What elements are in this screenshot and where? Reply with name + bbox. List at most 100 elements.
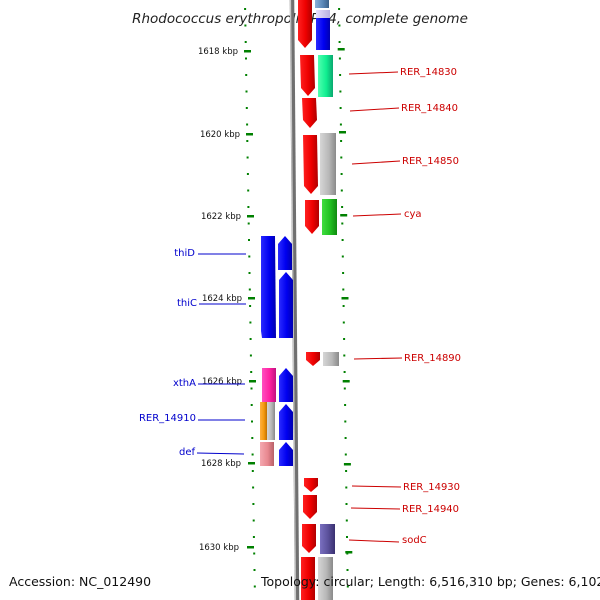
scale-dot	[247, 206, 250, 208]
gene-label-rer14940[interactable]: RER_14940	[350, 504, 459, 515]
gene-block[interactable]	[316, 18, 330, 50]
gene-label-thic[interactable]: thiC	[177, 298, 246, 309]
svg-text:thiD: thiD	[174, 248, 195, 259]
svg-text:cya: cya	[404, 209, 422, 220]
svg-text:RER_14830: RER_14830	[400, 67, 457, 78]
scale-dot	[252, 486, 255, 489]
forward-strand-genes	[298, 0, 320, 600]
gene-block[interactable]	[320, 133, 336, 195]
scale-mark-1628: 1628 kbp	[201, 459, 255, 469]
scale-dot	[340, 156, 343, 159]
gene-block[interactable]	[318, 55, 333, 97]
gene-block[interactable]	[316, 10, 330, 18]
scale-dot	[340, 173, 343, 175]
scale-dot	[253, 569, 256, 571]
scale-dot	[346, 585, 349, 588]
gene-block[interactable]	[315, 0, 329, 8]
gene-arrow[interactable]	[261, 236, 276, 338]
scale-dot	[338, 57, 341, 60]
scale-tick	[341, 297, 349, 300]
scale-dot	[245, 57, 247, 60]
svg-text:thiC: thiC	[177, 298, 197, 309]
scale-dot	[251, 420, 253, 423]
gene-block[interactable]	[260, 402, 267, 440]
scale-dot	[244, 8, 247, 10]
scale-mark-1618: 1618 kbp	[198, 47, 251, 57]
scale-dot	[246, 140, 249, 142]
scale-dot	[345, 486, 348, 489]
gene-arrow[interactable]	[279, 404, 293, 440]
gene-label-thid[interactable]: thiD	[174, 248, 246, 259]
scale-dot	[251, 453, 254, 456]
scale-mark-1622: 1622 kbp	[201, 212, 254, 222]
gene-block[interactable]	[267, 402, 275, 440]
scale-label-1622: 1622 kbp	[201, 212, 241, 222]
gene-block[interactable]	[260, 442, 274, 466]
gene-arrow[interactable]	[303, 135, 318, 194]
gene-arrow[interactable]	[279, 368, 293, 402]
scale-marks: 1618 kbp 1620 kbp 1622 kbp 1624 kbp 1626…	[198, 47, 256, 553]
scale-track-right	[337, 8, 353, 588]
gene-block[interactable]	[323, 352, 339, 366]
gene-arrow[interactable]	[298, 0, 312, 48]
scale-dot	[249, 354, 252, 357]
svg-text:RER_14930: RER_14930	[403, 482, 460, 493]
scale-tick	[343, 463, 351, 466]
gene-block[interactable]	[318, 557, 333, 600]
scale-dot	[244, 24, 247, 27]
gene-label-rer14830[interactable]: RER_14830	[348, 67, 457, 78]
gene-arrow[interactable]	[304, 478, 318, 492]
gene-block[interactable]	[322, 199, 337, 235]
scale-dot	[246, 173, 249, 175]
gene-arrow[interactable]	[301, 557, 315, 600]
gene-label-rer14930[interactable]: RER_14930	[351, 482, 460, 493]
gene-label-xtha[interactable]: xthA	[173, 378, 245, 389]
scale-mark-1624: 1624 kbp	[202, 294, 255, 304]
scale-dot	[345, 503, 348, 505]
gene-arrow[interactable]	[305, 200, 319, 234]
scale-dot	[249, 321, 252, 324]
scale-dot	[341, 239, 344, 241]
gene-label-rer14840[interactable]: RER_14840	[349, 103, 458, 114]
scale-label-1626: 1626 kbp	[202, 377, 242, 387]
gene-arrow[interactable]	[302, 524, 316, 553]
gene-arrow[interactable]	[278, 236, 292, 270]
scale-tick	[337, 48, 345, 51]
scale-dot	[346, 569, 349, 571]
scale-dot	[338, 8, 341, 10]
scale-dot	[340, 189, 343, 192]
scale-dot	[252, 536, 255, 538]
scale-mark-1626: 1626 kbp	[202, 377, 256, 387]
scale-dot	[343, 387, 346, 390]
scale-dot	[250, 371, 253, 373]
gene-label-rer14890[interactable]: RER_14890	[353, 353, 461, 364]
scale-dot	[247, 189, 250, 192]
scale-dot	[344, 453, 347, 456]
gene-arrow[interactable]	[306, 352, 320, 366]
gene-label-rer14850[interactable]: RER_14850	[351, 156, 459, 167]
gene-label-def[interactable]: def	[179, 447, 245, 458]
scale-dot	[339, 74, 342, 76]
gene-label-sodc[interactable]: sodC	[348, 535, 427, 546]
scale-dot	[247, 222, 250, 225]
gene-arrow[interactable]	[303, 495, 317, 519]
scale-dot	[248, 272, 251, 274]
gene-arrow[interactable]	[302, 98, 317, 128]
scale-dot	[338, 41, 341, 43]
scale-dot	[343, 371, 346, 373]
scale-dot	[245, 107, 248, 109]
scale-dot	[339, 107, 342, 109]
gene-label-cya[interactable]: cya	[352, 209, 422, 220]
scale-dot	[341, 206, 344, 208]
gene-arrow[interactable]	[279, 272, 293, 338]
scale-dot	[342, 321, 345, 324]
gene-arrow[interactable]	[300, 55, 315, 96]
gene-arrow[interactable]	[279, 442, 293, 466]
gene-block[interactable]	[320, 524, 335, 554]
scale-tick	[339, 131, 346, 134]
gene-label-rer14910[interactable]: RER_14910	[139, 413, 245, 424]
left-gene-labels: thiD thiC xthA RER_14910 def	[139, 248, 246, 458]
accession-text: Accession: NC_012490	[9, 574, 151, 589]
gene-block[interactable]	[262, 368, 276, 402]
